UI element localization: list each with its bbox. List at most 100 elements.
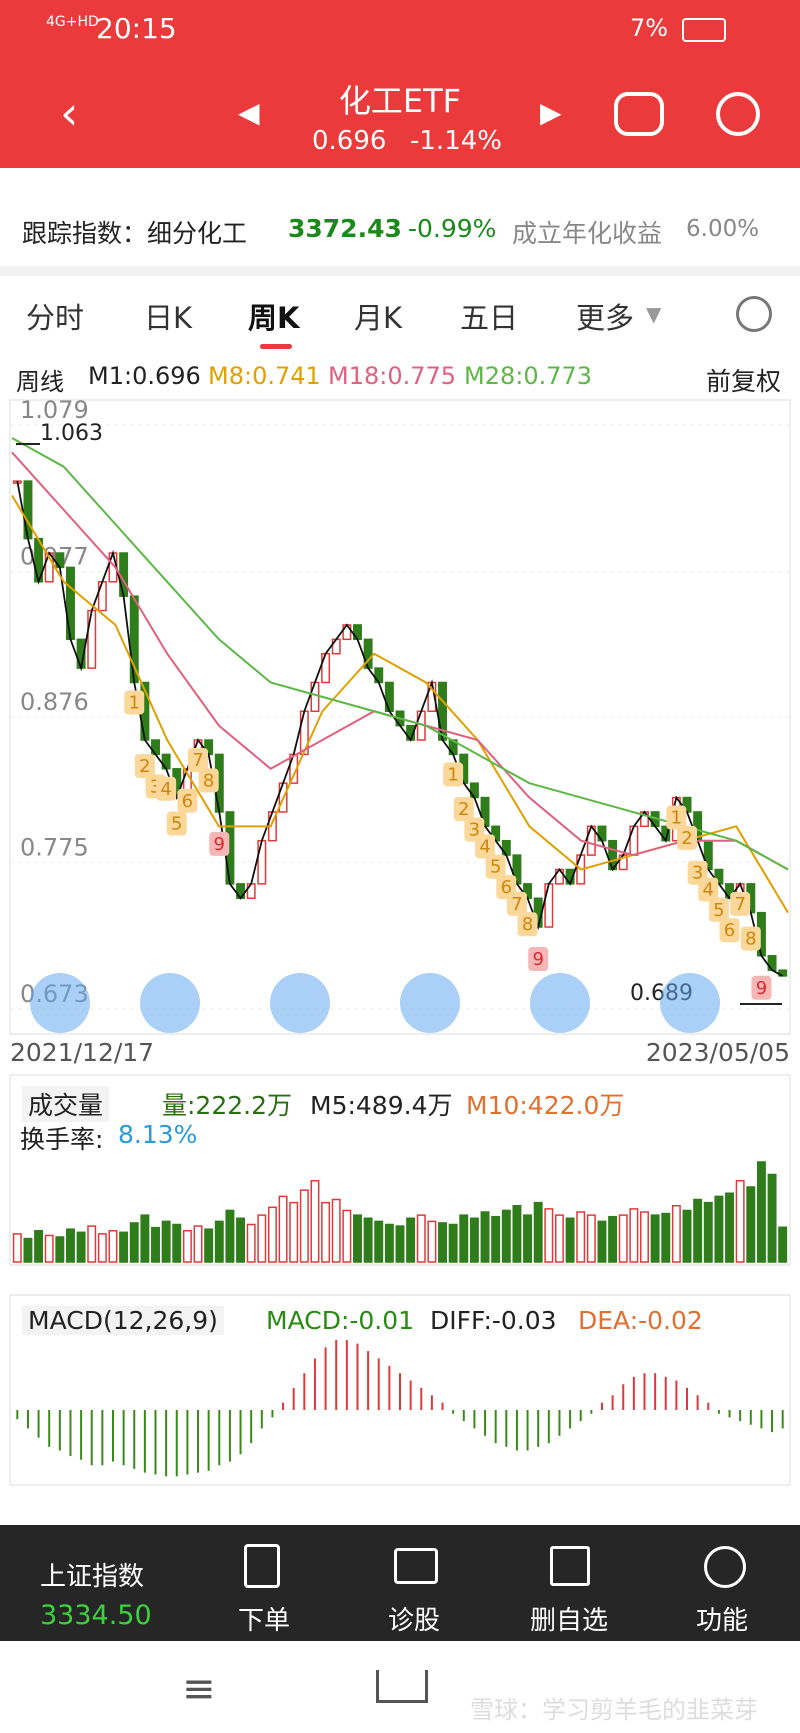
tab[interactable]: 月K (354, 301, 403, 335)
volume-bar (650, 1214, 660, 1263)
td-label: 3 (150, 776, 161, 797)
volume-bar (353, 1214, 362, 1263)
tab[interactable]: 日K (144, 301, 193, 335)
macd-label[interactable]: MACD(12,26,9) (22, 1306, 224, 1335)
diagnose-icon (394, 1548, 438, 1584)
tab[interactable]: 分时 (26, 301, 85, 335)
chart-control[interactable] (660, 973, 720, 1033)
td-label: 7 (734, 894, 745, 915)
dropdown-arrow: ▼ (646, 302, 662, 326)
chart-control[interactable] (30, 973, 90, 1033)
candle (384, 681, 394, 712)
volume-bar (427, 1220, 437, 1263)
volume-bar (512, 1205, 522, 1263)
volume-bar (342, 1209, 352, 1263)
return-value[interactable]: 6.00% (686, 216, 760, 242)
chart-control[interactable] (270, 973, 330, 1033)
volume-bar (395, 1225, 405, 1263)
td-badge (443, 762, 464, 787)
return-label: 成立年化收益 (512, 219, 663, 248)
index-name[interactable]: 上证指数 (40, 1562, 145, 1592)
td-badge (740, 926, 761, 951)
td-badge (528, 947, 549, 972)
volume-bar (554, 1214, 564, 1263)
td-label: 6 (182, 791, 193, 812)
td-badge (475, 834, 496, 859)
header-bg (0, 0, 800, 168)
volume-bar (182, 1230, 192, 1263)
turnover-label: 换手率: (20, 1125, 104, 1154)
volume-bar (671, 1205, 681, 1263)
volume-bar (87, 1225, 97, 1263)
td-label: 9 (214, 834, 225, 855)
volume-bar (193, 1225, 203, 1263)
volume-bar (225, 1209, 235, 1263)
td-badge (453, 797, 474, 822)
volume-bar (565, 1217, 575, 1263)
bottom-button[interactable]: 下单 (238, 1606, 291, 1636)
volume-bar (714, 1195, 724, 1263)
legend-ma: M28:0.773 (464, 362, 593, 390)
volume-bar (257, 1214, 267, 1263)
next-button[interactable]: ▶ (540, 96, 562, 129)
volume-bar (108, 1230, 118, 1263)
td-label: 8 (745, 929, 756, 950)
volume-bar (321, 1201, 331, 1263)
index-quote[interactable]: 3334.50 (40, 1600, 152, 1631)
y-tick-label: 0.876 (20, 688, 89, 716)
battery: 7% (630, 14, 669, 42)
td-badge (666, 805, 687, 830)
adjust[interactable]: 前复权 (706, 367, 782, 396)
chart-control[interactable] (530, 973, 590, 1033)
legend-m1: M1:0.696 (88, 362, 201, 390)
volume-bar (725, 1192, 735, 1263)
volume-bar (34, 1230, 44, 1263)
bottom-button[interactable]: 删自选 (530, 1606, 609, 1636)
td-badge (156, 776, 177, 801)
legend-ma: M8:0.741 (208, 362, 321, 390)
macd-frame (9, 1294, 791, 1486)
tab[interactable]: 更多 (576, 301, 635, 335)
volume-bar (501, 1209, 511, 1263)
nav-menu[interactable]: ≡ (182, 1666, 216, 1712)
td-label: 4 (160, 779, 171, 800)
td-label: 2 (458, 799, 469, 820)
chart-control[interactable] (140, 973, 200, 1033)
nav-home[interactable] (376, 1670, 428, 1703)
candle (87, 609, 97, 669)
volume-bar (459, 1214, 469, 1263)
search-button[interactable] (716, 92, 760, 136)
bottom-button[interactable]: 诊股 (388, 1606, 441, 1636)
volume-bar (416, 1214, 426, 1263)
macd-legend: MACD:-0.01 (266, 1306, 415, 1335)
volume-bar (76, 1231, 86, 1263)
volume-bar (746, 1186, 756, 1263)
settings-button[interactable] (736, 296, 772, 332)
volume-bar (576, 1211, 586, 1263)
volume-bar (119, 1231, 129, 1263)
volume-legend: M5:489.4万 (310, 1091, 453, 1120)
candle (629, 825, 639, 856)
volume-bar (363, 1217, 373, 1263)
legend-ma: M18:0.775 (328, 362, 457, 390)
volume-bar (23, 1237, 33, 1263)
clock: 20:15 (96, 12, 177, 45)
back-button[interactable]: ‹ (60, 86, 79, 140)
candle (257, 839, 267, 885)
volume-bar (533, 1201, 543, 1263)
volume-label[interactable]: 成交量 (22, 1086, 110, 1122)
volume-bar (597, 1220, 607, 1263)
volume-bar (682, 1209, 692, 1263)
tab[interactable]: 五日 (460, 301, 519, 335)
td-badge (506, 891, 527, 916)
prev-button[interactable]: ◀ (238, 96, 260, 129)
candle (310, 681, 320, 712)
tab[interactable]: 周K (248, 301, 300, 335)
robot-button[interactable] (614, 92, 664, 136)
chart-control[interactable] (400, 973, 460, 1033)
volume-bar (640, 1211, 649, 1263)
volume-bar (299, 1189, 309, 1263)
volume-bar (172, 1223, 182, 1263)
bottom-button[interactable]: 功能 (696, 1606, 749, 1636)
